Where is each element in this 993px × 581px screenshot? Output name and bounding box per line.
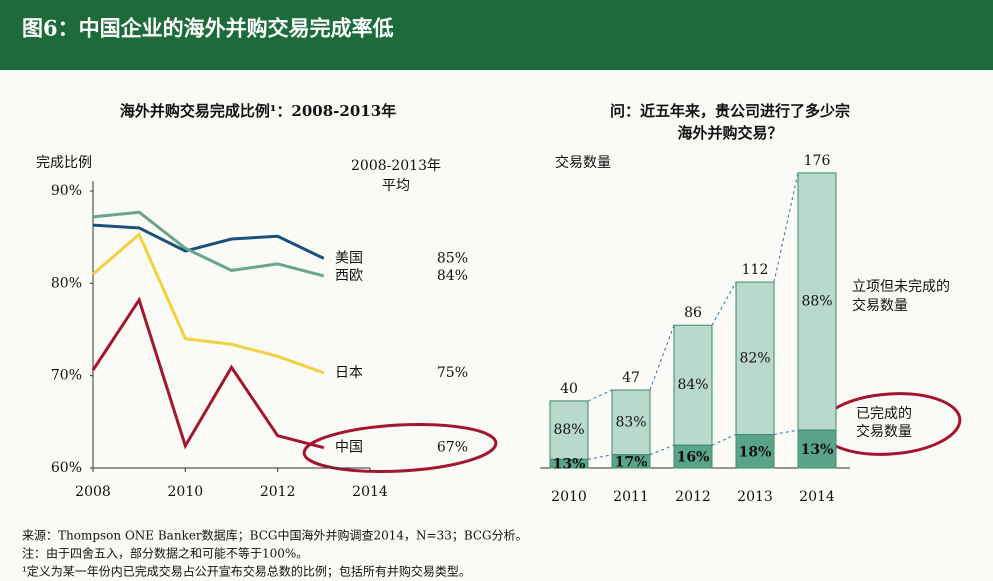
value-label: 82% — [739, 350, 770, 366]
chart-title: 问：近五年来，贵公司进行了多少宗 — [610, 102, 850, 120]
header-band — [0, 0, 993, 70]
y-tick-label: 60% — [51, 460, 82, 476]
y-tick-label: 70% — [51, 368, 82, 384]
legend-label: 已完成的 — [856, 406, 912, 422]
footnote: ¹定义为某一年份内已完成交易占公开宣布交易总数的比例；包括所有并购交易类型。 — [22, 564, 471, 579]
bar-segment — [797, 172, 837, 431]
value-label: 88% — [801, 293, 832, 309]
connector — [773, 429, 799, 436]
x-tick-label: 2014 — [799, 489, 835, 505]
bar-segment — [549, 458, 589, 469]
series-label: 西欧 — [335, 268, 363, 284]
bar-segment — [611, 389, 651, 456]
series-line — [92, 231, 325, 375]
total-label: 47 — [622, 370, 640, 386]
connector — [649, 444, 675, 456]
average-label: 84% — [437, 268, 468, 284]
total-label: 112 — [742, 262, 769, 278]
bar-segment — [611, 454, 651, 469]
chart-title: 海外并购交易完成比例¹：2008-2013年 — [120, 102, 396, 120]
value-label: 17% — [615, 454, 648, 470]
series-label: 美国 — [335, 250, 363, 266]
footnote: 来源：Thompson ONE Banker数据库；BCG中国海外并购调查201… — [22, 528, 528, 543]
x-tick-label: 2013 — [737, 489, 773, 505]
connector — [587, 454, 613, 460]
x-tick-label: 2014 — [352, 484, 388, 500]
value-label: 83% — [615, 414, 646, 430]
value-label: 18% — [739, 444, 772, 460]
x-tick-label: 2010 — [168, 484, 204, 500]
bar-segment — [735, 434, 775, 469]
series-line — [92, 223, 325, 260]
bar-segment — [797, 429, 837, 469]
bar-segment — [673, 324, 713, 446]
average-label: 85% — [437, 250, 468, 266]
x-tick-label: 2011 — [613, 489, 649, 505]
legend-label: 立项但未完成的 — [852, 279, 950, 295]
x-tick-label: 2012 — [675, 489, 711, 505]
total-label: 86 — [684, 305, 702, 321]
y-axis-label: 完成比例 — [36, 155, 92, 171]
total-label: 176 — [804, 153, 831, 169]
value-label: 16% — [677, 450, 710, 466]
value-label: 13% — [801, 442, 834, 458]
average-header: 2008-2013年 — [351, 158, 441, 174]
connector — [773, 172, 799, 283]
y-tick-label: 80% — [51, 275, 82, 291]
total-label: 40 — [560, 381, 578, 397]
series-line — [91, 296, 325, 450]
connector — [711, 434, 737, 446]
y-tick-label: 90% — [51, 183, 82, 199]
bar-segment — [673, 444, 713, 469]
x-tick-label: 2008 — [75, 484, 111, 500]
average-label: 67% — [437, 440, 468, 456]
series-label: 中国 — [335, 440, 363, 456]
chart-title: 海外并购交易？ — [677, 124, 782, 142]
average-header: 平均 — [382, 178, 410, 194]
header-title: 图6：中国企业的海外并购交易完成率低 — [22, 16, 394, 41]
value-label: 88% — [553, 422, 584, 438]
x-tick-label: 2010 — [551, 489, 587, 505]
connector — [587, 389, 613, 402]
footnote: 注：由于四舍五入，部分数据之和可能不等于100%。 — [22, 546, 308, 561]
value-label: 84% — [677, 377, 708, 393]
y-axis-label: 交易数量 — [555, 154, 611, 171]
x-tick-label: 2012 — [260, 484, 296, 500]
legend-label: 交易数量 — [856, 423, 912, 440]
value-label: 13% — [553, 457, 586, 473]
connector — [711, 281, 737, 326]
legend-label: 交易数量 — [852, 297, 908, 314]
average-label: 75% — [437, 365, 468, 381]
series-label: 日本 — [335, 365, 363, 381]
highlight-ellipse — [302, 422, 498, 474]
series-line — [92, 210, 325, 278]
